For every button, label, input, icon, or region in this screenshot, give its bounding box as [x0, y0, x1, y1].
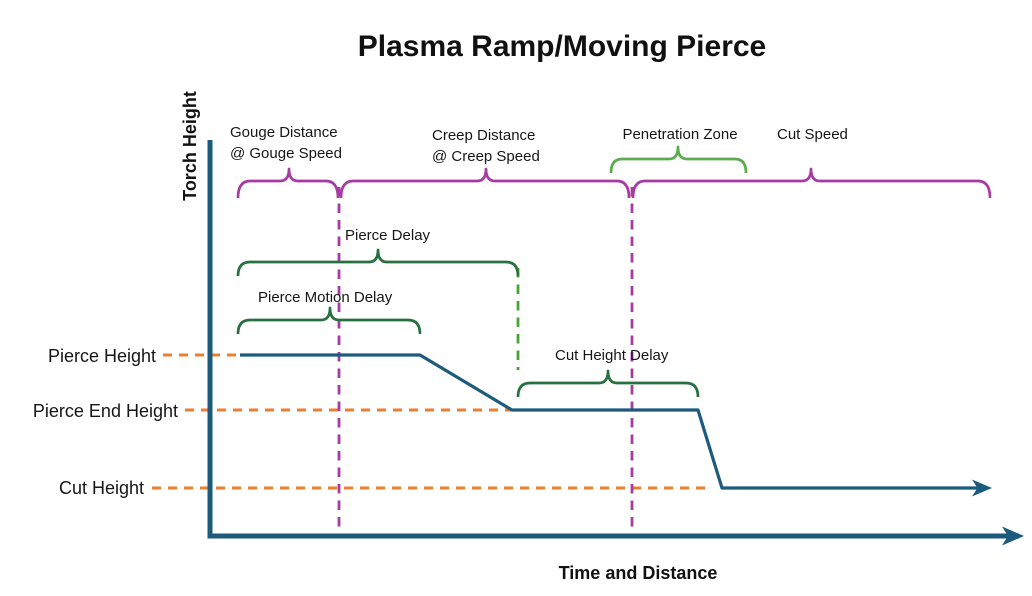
creep-distance-label-line2: @ Creep Speed [432, 148, 540, 165]
penetration-zone-brace [609, 145, 748, 174]
cut-height-label: Cut Height [59, 478, 144, 498]
torch-profile-arrowhead-icon [972, 479, 992, 497]
x-axis-label: Time and Distance [559, 563, 718, 583]
cut-height-delay-label: Cut Height Delay [555, 347, 669, 364]
penetration-zone-label: Penetration Zone [622, 126, 737, 143]
torch-profile-line [240, 353, 978, 490]
pierce-height-label: Pierce Height [48, 346, 156, 366]
pierce-motion-delay-label: Pierce Motion Delay [258, 289, 393, 306]
diagram-title: Plasma Ramp/Moving Pierce [358, 30, 767, 63]
gouge-distance-label-line1: Gouge Distance [230, 124, 338, 141]
pierce-motion-delay-brace [236, 306, 422, 335]
pierce-delay-label: Pierce Delay [345, 227, 431, 244]
pierce-end-height-label: Pierce End Height [33, 401, 178, 421]
y-axis-label: Torch Height [180, 91, 200, 201]
creep-distance-brace [339, 167, 631, 199]
gouge-distance-label-line2: @ Gouge Speed [230, 145, 342, 162]
x-axis-arrowhead-icon [1002, 526, 1024, 546]
creep-distance-label-line1: Creep Distance [432, 127, 535, 144]
cut-speed-label: Cut Speed [777, 126, 848, 143]
pierce-delay-brace [236, 248, 520, 277]
gouge-distance-brace [236, 167, 340, 199]
cut-speed-brace [631, 167, 992, 199]
cut-height-delay-brace [516, 369, 700, 398]
